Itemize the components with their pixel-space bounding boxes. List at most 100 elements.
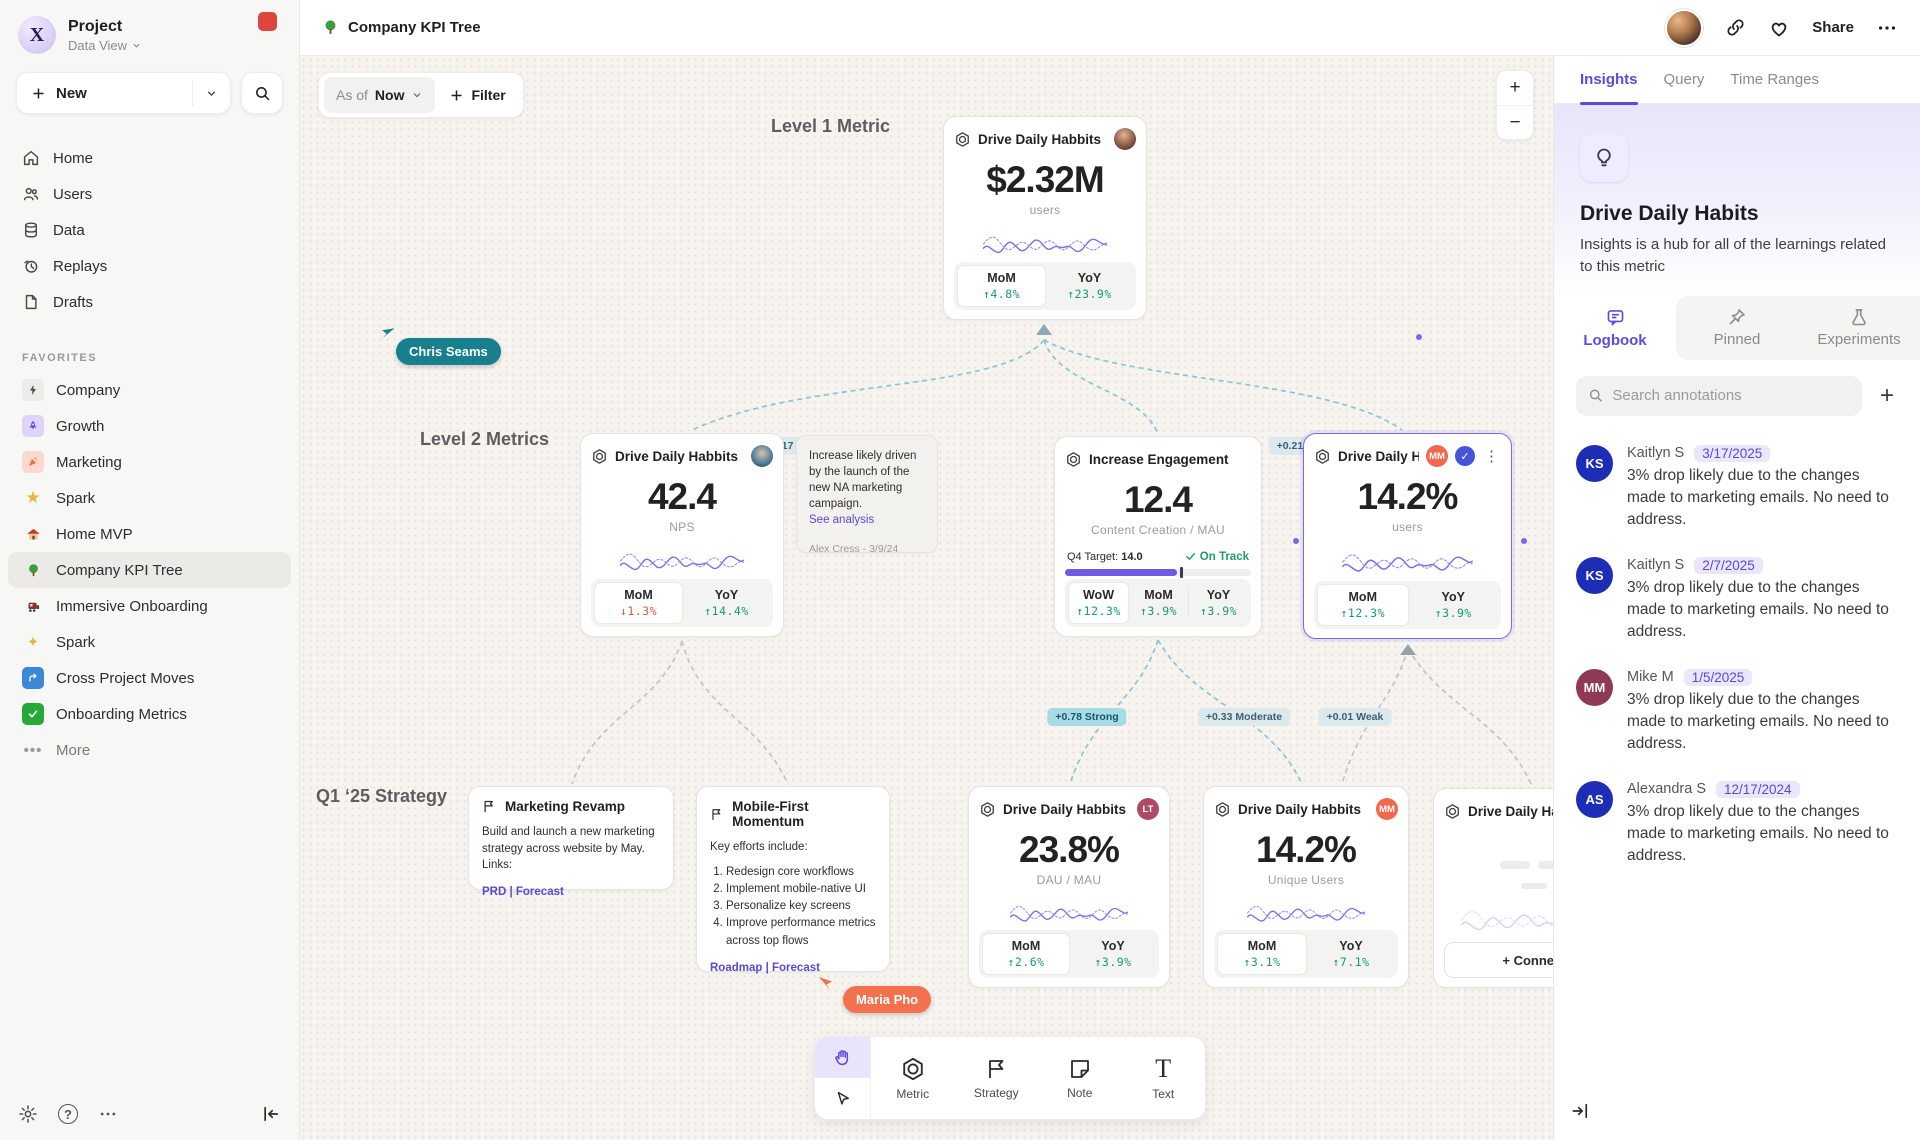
metric-card-engagement[interactable]: Increase Engagement 12.4 Content Creatio… [1054, 436, 1262, 637]
select-tool-button[interactable] [815, 1078, 870, 1119]
strategy-links[interactable]: PRD | Forecast [482, 886, 564, 899]
annotation-search[interactable] [1576, 375, 1862, 416]
sidebar-item-home-mvp[interactable]: Home MVP [8, 516, 291, 552]
see-analysis-link[interactable]: See analysis [809, 514, 875, 527]
stat-yoy[interactable]: YoY ↑3.9% [1094, 939, 1132, 969]
target-progress-bar [1065, 566, 1251, 578]
annotation-date-badge[interactable]: 12/17/2024 [1716, 780, 1800, 798]
connect-button[interactable]: + Connect [1444, 942, 1553, 978]
stat-mom[interactable]: MoM ↑12.3% [1317, 584, 1409, 626]
new-dropdown-button[interactable] [192, 80, 230, 106]
collapse-sidebar-icon[interactable] [261, 1104, 281, 1124]
owner-badge: MM [1376, 798, 1398, 820]
note-card[interactable]: Increase likely driven by the launch of … [796, 435, 938, 555]
sidebar-item-marketing[interactable]: Marketing [8, 444, 291, 480]
more-options-icon[interactable] [98, 1104, 118, 1124]
annotation-search-input[interactable] [1612, 387, 1850, 404]
sidebar-item-drafts[interactable]: Drafts [0, 284, 299, 320]
stat-mom[interactable]: MoM ↑3.1% [1217, 933, 1307, 975]
settings-gear-icon[interactable] [18, 1104, 38, 1124]
stat-mom[interactable]: MoM ↑2.6% [982, 933, 1070, 975]
card-menu-icon[interactable]: ⋮ [1484, 448, 1499, 465]
new-button[interactable]: New [16, 72, 231, 114]
help-icon[interactable]: ? [58, 1104, 78, 1124]
collapse-arrow[interactable] [1036, 324, 1052, 335]
stat-yoy[interactable]: YoY ↑3.9% [1199, 588, 1238, 618]
sidebar-item-more[interactable]: ••• More [8, 732, 291, 768]
copy-link-icon[interactable] [1725, 17, 1746, 38]
tool-label: Strategy [973, 1085, 1019, 1100]
stat-yoy[interactable]: YoY ↑7.1% [1332, 939, 1370, 969]
metric-card-selected[interactable]: Drive Daily Habb.. MM ✓ ⋮ 14.2% users Mo… [1303, 433, 1512, 639]
stat-yoy[interactable]: YoY ↑3.9% [1434, 590, 1472, 620]
collapse-panel-icon[interactable] [1570, 1101, 1590, 1126]
lightbulb-icon [1580, 134, 1628, 182]
text-tool-button[interactable]: T Text [1122, 1037, 1206, 1119]
stat-yoy[interactable]: YoY ↑14.4% [704, 588, 749, 618]
tab-time-ranges[interactable]: Time Ranges [1730, 71, 1820, 88]
metric-card-level1[interactable]: Drive Daily Habbits $2.32M users MoM ↑4.… [943, 116, 1147, 320]
strategy-links[interactable]: Roadmap | Forecast [710, 961, 820, 974]
sidebar-item-spark[interactable]: ★ Spark [8, 480, 291, 516]
tab-pinned[interactable]: Pinned [1676, 295, 1798, 360]
filter-button[interactable]: Filter [443, 87, 517, 103]
as-of-label: As of [336, 87, 368, 103]
zoom-out-button[interactable]: − [1496, 105, 1534, 139]
sidebar-item-company[interactable]: Company [8, 372, 291, 408]
sidebar-item-users[interactable]: Users [0, 176, 299, 212]
sidebar-item-data[interactable]: Data [0, 212, 299, 248]
sidebar-item-spark-2[interactable]: ✦ Spark [8, 624, 291, 660]
strategy-card-marketing-revamp[interactable]: Marketing Revamp Build and launch a new … [468, 786, 674, 898]
stat-yoy[interactable]: YoY ↑23.9% [1067, 271, 1112, 301]
stat-wow[interactable]: WoW ↑12.3% [1068, 582, 1129, 624]
sidebar-item-company-kpi-tree[interactable]: Company KPI Tree [8, 552, 291, 588]
share-button[interactable]: Share [1812, 19, 1854, 36]
note-text: Increase likely driven by the launch of … [809, 450, 917, 511]
metric-card-unique-users[interactable]: Drive Daily Habbits MM 14.2% Unique User… [1203, 786, 1409, 988]
metric-card-dau-mau[interactable]: Drive Daily Habbits LT 23.8% DAU / MAU M… [968, 786, 1170, 988]
favorite-heart-icon[interactable] [1768, 17, 1790, 39]
tab-query[interactable]: Query [1663, 71, 1705, 88]
tab-insights[interactable]: Insights [1580, 56, 1638, 105]
hand-tool-button[interactable] [815, 1037, 870, 1078]
stat-mom[interactable]: MoM ↑3.9% [1139, 588, 1178, 618]
kpi-tree-canvas[interactable]: As of Now Filter + − Level 1 Metric [300, 56, 1553, 1140]
metric-card-nps[interactable]: Drive Daily Habbits 42.4 NPS MoM ↓1.3% Y… [580, 433, 784, 637]
page-title: Company KPI Tree [348, 19, 481, 36]
stat-mom[interactable]: MoM ↑4.8% [957, 265, 1046, 307]
metric-tool-button[interactable]: Metric [871, 1037, 955, 1119]
project-logo: X [18, 16, 56, 54]
metric-card-unconnected[interactable]: Drive Daily Hab + Connect [1433, 788, 1553, 988]
collapse-arrow[interactable] [1400, 644, 1416, 655]
stat-mom[interactable]: MoM ↓1.3% [594, 582, 683, 624]
user-avatar[interactable] [1665, 8, 1704, 47]
strategy-card-mobile-first[interactable]: Mobile-First Momentum Key efforts includ… [696, 786, 890, 974]
annotation-text: 3% drop likely due to the changes made t… [1627, 466, 1889, 528]
sidebar-item-growth[interactable]: Growth [8, 408, 291, 444]
sidebar-item-cross-project-moves[interactable]: Cross Project Moves [8, 660, 291, 696]
metric-hexagon-icon [1067, 451, 1080, 467]
add-annotation-button[interactable]: + [1879, 381, 1894, 409]
tab-logbook[interactable]: Logbook [1554, 296, 1676, 360]
as-of-selector[interactable]: As of Now [324, 77, 436, 113]
sidebar-item-home[interactable]: Home [0, 140, 299, 176]
sidebar-item-immersive-onboarding[interactable]: Immersive Onboarding [8, 588, 291, 624]
annotation-date-badge[interactable]: 2/7/2025 [1694, 556, 1763, 574]
sidebar-item-onboarding-metrics[interactable]: Onboarding Metrics [8, 696, 291, 732]
sidebar-item-replays[interactable]: Replays [0, 248, 299, 284]
annotation-date-badge[interactable]: 3/17/2025 [1694, 444, 1771, 462]
note-tool-button[interactable]: Note [1038, 1037, 1122, 1119]
metric-unit: users [1392, 519, 1423, 534]
project-switcher[interactable]: X Project Data View [0, 0, 299, 54]
train-icon [22, 595, 44, 617]
annotation-date-badge[interactable]: 1/5/2025 [1683, 668, 1753, 686]
sidebar-search-button[interactable] [241, 72, 283, 114]
strategy-tool-button[interactable]: Strategy [955, 1037, 1039, 1119]
tab-experiments[interactable]: Experiments [1798, 295, 1920, 360]
overflow-menu-icon[interactable] [1876, 17, 1898, 39]
metric-unit: DAU / MAU [1036, 872, 1102, 887]
metric-value: 42.4 [647, 476, 717, 517]
sparkline-chart [619, 553, 745, 571]
insights-subtabs: Logbook Pinned Experiments [1554, 295, 1920, 360]
zoom-in-button[interactable]: + [1509, 77, 1521, 98]
